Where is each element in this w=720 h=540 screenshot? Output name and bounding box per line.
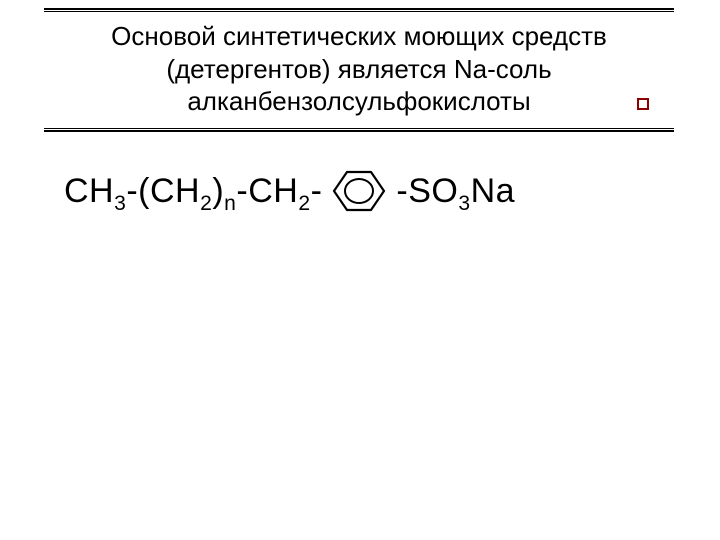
title-line-3: алканбензолсульфокислоты [187,86,530,116]
bottom-rule-thick [44,130,674,132]
title-line-2: (детергентов) является Na-соль [166,54,551,84]
benzene-ring-icon [328,168,390,214]
formula-right-group: -SO3Na [396,172,515,211]
slide-title: Основой синтетических моющих средств (де… [44,18,674,124]
benzene-svg [328,168,390,214]
chemical-formula: CH3-(CH2)n-CH2- -SO3Na [64,168,515,214]
title-line-1: Основой синтетических моющих средств [111,21,607,51]
top-rule-thick [44,8,674,10]
bullet-square-icon [637,98,649,110]
bottom-rule-thin [44,128,674,129]
header-block: Основой синтетических моющих средств (де… [44,8,674,132]
formula-left-chain: CH3-(CH2)n-CH2- [64,172,322,211]
top-rule-thin [44,11,674,12]
